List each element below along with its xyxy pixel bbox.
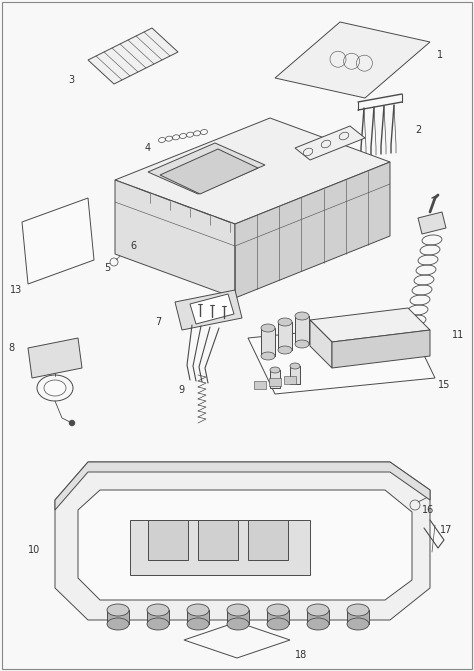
Polygon shape [190, 294, 234, 324]
Text: 18: 18 [295, 650, 307, 660]
Polygon shape [267, 610, 289, 624]
Circle shape [69, 420, 75, 426]
FancyBboxPatch shape [284, 376, 296, 384]
Polygon shape [307, 610, 329, 624]
Ellipse shape [187, 604, 209, 616]
Ellipse shape [44, 380, 66, 396]
Ellipse shape [347, 604, 369, 616]
Text: 16: 16 [422, 505, 434, 515]
Text: 17: 17 [440, 525, 452, 535]
Ellipse shape [227, 604, 249, 616]
Ellipse shape [187, 618, 209, 630]
Polygon shape [148, 520, 188, 560]
Text: 15: 15 [438, 380, 450, 390]
Text: 6: 6 [130, 241, 136, 251]
Text: 11: 11 [452, 330, 464, 340]
Polygon shape [275, 22, 430, 98]
Ellipse shape [278, 318, 292, 326]
Text: 9: 9 [178, 385, 184, 395]
Ellipse shape [107, 618, 129, 630]
Polygon shape [130, 520, 310, 575]
Ellipse shape [347, 618, 369, 630]
Polygon shape [261, 328, 275, 356]
Text: 8: 8 [8, 343, 14, 353]
Polygon shape [347, 610, 369, 624]
Ellipse shape [307, 618, 329, 630]
Text: 7: 7 [155, 317, 161, 327]
Ellipse shape [267, 604, 289, 616]
Polygon shape [115, 118, 390, 224]
Polygon shape [28, 338, 82, 378]
Text: 13: 13 [10, 285, 22, 295]
Text: 1: 1 [437, 50, 443, 60]
Polygon shape [290, 366, 300, 384]
Polygon shape [418, 212, 446, 234]
Polygon shape [295, 126, 365, 160]
Ellipse shape [290, 363, 300, 369]
Polygon shape [198, 520, 238, 560]
Polygon shape [55, 462, 430, 620]
Polygon shape [107, 610, 129, 624]
Ellipse shape [107, 604, 129, 616]
Ellipse shape [261, 324, 275, 332]
Polygon shape [160, 149, 258, 194]
Polygon shape [248, 322, 435, 394]
Text: 2: 2 [415, 125, 421, 135]
Text: 4: 4 [145, 143, 151, 153]
Text: 3: 3 [68, 75, 74, 85]
FancyBboxPatch shape [269, 378, 281, 386]
Polygon shape [147, 610, 169, 624]
Ellipse shape [295, 312, 309, 320]
Polygon shape [295, 316, 309, 344]
Polygon shape [270, 370, 280, 388]
Polygon shape [310, 308, 430, 342]
FancyBboxPatch shape [254, 381, 266, 389]
Polygon shape [278, 322, 292, 350]
Text: 10: 10 [28, 545, 40, 555]
Ellipse shape [307, 604, 329, 616]
Ellipse shape [261, 352, 275, 360]
Polygon shape [22, 198, 94, 284]
Polygon shape [187, 610, 209, 624]
Polygon shape [310, 320, 332, 368]
Polygon shape [235, 162, 390, 298]
Polygon shape [148, 143, 265, 194]
Ellipse shape [227, 618, 249, 630]
Ellipse shape [278, 346, 292, 354]
Ellipse shape [270, 367, 280, 373]
Polygon shape [88, 28, 178, 84]
Polygon shape [248, 520, 288, 560]
Polygon shape [78, 490, 412, 600]
Polygon shape [332, 330, 430, 368]
Polygon shape [227, 610, 249, 624]
Polygon shape [115, 180, 235, 298]
Polygon shape [175, 290, 242, 330]
Ellipse shape [267, 618, 289, 630]
Ellipse shape [295, 340, 309, 348]
Text: 5: 5 [104, 263, 110, 273]
Ellipse shape [147, 604, 169, 616]
Polygon shape [55, 462, 430, 510]
Ellipse shape [147, 618, 169, 630]
